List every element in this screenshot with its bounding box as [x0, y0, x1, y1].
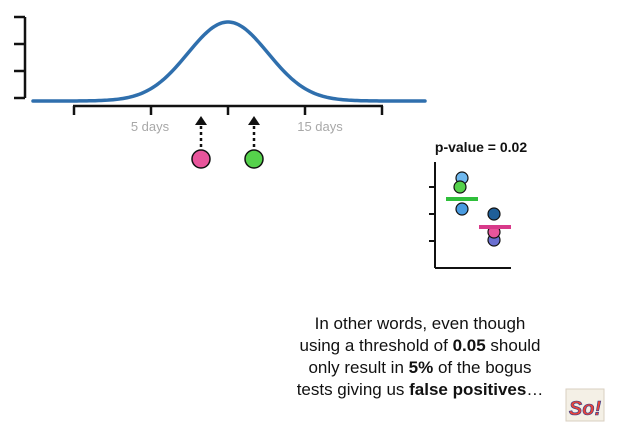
caption-text: In other words, even though using a thre…	[280, 313, 560, 401]
normal-distribution-curve	[31, 20, 427, 103]
inset-group2-mean-bar	[479, 225, 511, 229]
main-x-axis	[72, 104, 384, 115]
inset-group1-point	[453, 180, 467, 194]
green-sample-dot	[244, 149, 264, 169]
tick-label-5-days: 5 days	[131, 119, 170, 134]
statquest-logo: So!	[565, 388, 605, 422]
inset-group2-point	[487, 207, 501, 221]
inset-group1-point	[455, 202, 469, 216]
pink-sample-dot	[191, 149, 211, 169]
caption-line-4: tests giving us false positives…	[280, 379, 560, 401]
inset-group1-mean-bar	[446, 197, 478, 201]
caption-percent-value: 5%	[408, 358, 434, 377]
caption-threshold-value: 0.05	[452, 336, 486, 355]
logo-text: So!	[569, 398, 602, 420]
caption-line-2: using a threshold of 0.05 should	[280, 335, 560, 357]
sample-arrow-right	[248, 116, 260, 147]
inset-axes	[429, 162, 511, 269]
caption-line-2-start: using a threshold of	[299, 336, 453, 355]
caption-ellipsis: …	[526, 380, 544, 399]
caption-line-3-start: only result in	[308, 358, 409, 377]
caption-line-4-start: tests giving us	[296, 380, 410, 399]
caption-line-3-end: of the bogus	[433, 358, 532, 377]
inset-title: p-value = 0.02	[435, 139, 527, 155]
caption-false-positives: false positives	[409, 380, 527, 399]
caption-line-2-end: should	[485, 336, 541, 355]
tick-label-15-days: 15 days	[297, 119, 343, 134]
main-y-axis	[14, 15, 27, 100]
caption-line-3: only result in 5% of the bogus	[280, 357, 560, 379]
caption-line-1: In other words, even though	[314, 314, 526, 333]
sample-arrow-left	[195, 116, 207, 147]
